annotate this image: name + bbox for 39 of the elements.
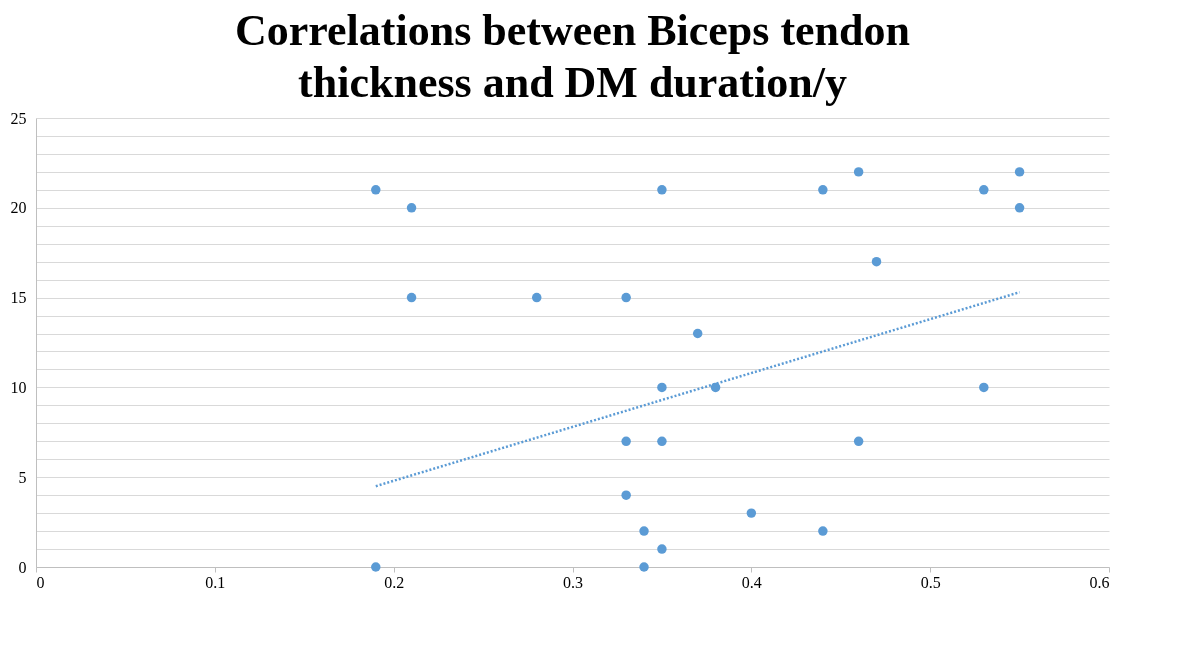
point bbox=[639, 562, 649, 572]
point bbox=[818, 185, 828, 195]
point bbox=[853, 436, 864, 447]
y-tick-label: 20 bbox=[10, 199, 27, 217]
point bbox=[1014, 167, 1025, 177]
x-tick-label: 0.6 bbox=[1089, 573, 1110, 591]
y-tick-label: 10 bbox=[10, 378, 27, 396]
x-tick-label: 0 bbox=[36, 573, 45, 591]
point bbox=[621, 490, 631, 500]
point bbox=[979, 382, 989, 393]
point bbox=[371, 185, 381, 195]
x-tick-label: 0.1 bbox=[205, 573, 226, 591]
y-tick-label: 15 bbox=[10, 289, 27, 307]
x-tick-label: 0.2 bbox=[384, 573, 405, 591]
point bbox=[621, 436, 631, 447]
point bbox=[1014, 203, 1025, 213]
y-tick-label: 25 bbox=[10, 109, 27, 127]
point bbox=[406, 292, 417, 303]
point bbox=[657, 544, 667, 554]
point bbox=[657, 436, 667, 447]
point bbox=[639, 526, 649, 536]
point bbox=[657, 382, 667, 393]
point bbox=[979, 185, 989, 195]
point bbox=[871, 256, 882, 267]
point bbox=[818, 526, 828, 536]
point bbox=[657, 185, 667, 195]
x-tick-label: 0.5 bbox=[920, 573, 941, 591]
point bbox=[692, 328, 703, 339]
y-tick-label: 0 bbox=[18, 558, 27, 576]
point bbox=[531, 292, 542, 303]
y-tick-label: 5 bbox=[18, 468, 27, 486]
chart-title: Correlations between Biceps tendon thickness and DM duration/y bbox=[234, 6, 911, 107]
point bbox=[621, 292, 631, 303]
point bbox=[371, 562, 381, 572]
point bbox=[853, 167, 864, 177]
point bbox=[746, 508, 757, 518]
x-tick-label: 0.4 bbox=[741, 573, 762, 591]
point bbox=[406, 203, 417, 213]
x-tick-label: 0.3 bbox=[563, 573, 583, 591]
